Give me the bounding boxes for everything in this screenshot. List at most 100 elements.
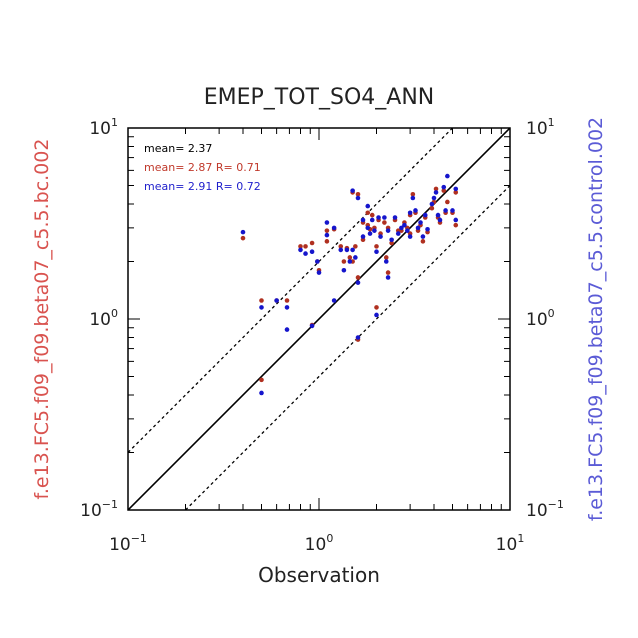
data-point-control bbox=[338, 247, 344, 253]
data-point-control bbox=[353, 255, 358, 260]
data-point-bc bbox=[429, 205, 435, 211]
y-axis-label-right: f.e13.FC5.f09_f09.beta07_c5.5.control.00… bbox=[585, 117, 607, 521]
data-point-bc bbox=[347, 255, 353, 260]
data-point-control bbox=[402, 222, 407, 228]
data-point-bc bbox=[383, 255, 389, 260]
reference-line-1-to-1 bbox=[127, 127, 511, 511]
data-point-bc bbox=[453, 190, 459, 195]
data-point-control bbox=[344, 247, 350, 253]
data-point-control bbox=[240, 229, 246, 235]
data-point-bc bbox=[389, 240, 394, 246]
data-point-control bbox=[382, 215, 387, 220]
data-point-control bbox=[324, 232, 330, 238]
data-point-control bbox=[413, 208, 418, 213]
chart-title: EMEP_TOT_SO4_ANN bbox=[204, 85, 434, 110]
data-point-bc bbox=[382, 220, 387, 225]
data-point-bc bbox=[341, 259, 347, 264]
data-point-bc bbox=[324, 239, 330, 244]
data-point-control bbox=[284, 305, 290, 310]
data-point-bc bbox=[374, 305, 379, 310]
data-point-bc bbox=[284, 298, 290, 303]
data-point-bc bbox=[355, 275, 361, 280]
data-point-control bbox=[350, 188, 355, 193]
data-point-control bbox=[385, 228, 391, 233]
reference-line-2-to-1 bbox=[127, 127, 453, 453]
data-point-bc bbox=[365, 210, 371, 216]
y-tick-label-left: 100 bbox=[89, 307, 118, 330]
data-point-control bbox=[435, 212, 441, 218]
data-point-control bbox=[259, 305, 264, 310]
y-tick-label-right: 101 bbox=[526, 116, 555, 139]
x-tick-label: 100 bbox=[305, 532, 334, 555]
data-point-bc bbox=[441, 188, 447, 193]
data-point-bc bbox=[385, 270, 391, 275]
data-point-control bbox=[383, 259, 389, 264]
data-point-control bbox=[422, 212, 428, 218]
data-point-control bbox=[431, 195, 437, 201]
y-tick-label-right: 10−1 bbox=[526, 498, 564, 521]
data-point-control bbox=[355, 335, 361, 340]
stat-line-bc: mean= 2.87 R= 0.71 bbox=[144, 161, 261, 174]
data-point-control bbox=[415, 225, 421, 231]
data-point-control bbox=[376, 215, 381, 220]
data-point-bc bbox=[353, 244, 358, 249]
data-point-control bbox=[429, 201, 435, 207]
data-point-control bbox=[418, 220, 423, 225]
data-point-bc bbox=[355, 191, 361, 197]
data-point-bc bbox=[410, 191, 416, 197]
data-point-control bbox=[355, 280, 361, 285]
data-point-control bbox=[331, 298, 337, 303]
y-axis-label-left: f.e13.FC5.f09_f09.beta07_c5.5.bc.002 bbox=[31, 139, 53, 500]
data-point-control bbox=[309, 249, 315, 255]
data-point-control bbox=[324, 220, 330, 225]
data-point-control bbox=[360, 217, 366, 223]
data-point-control bbox=[316, 270, 322, 275]
data-point-bc bbox=[420, 239, 426, 244]
data-point-bc bbox=[298, 244, 303, 249]
data-point-control bbox=[453, 217, 459, 223]
data-point-control bbox=[360, 234, 366, 239]
data-point-control bbox=[392, 215, 398, 220]
data-point-control bbox=[374, 312, 379, 318]
data-point-control bbox=[309, 323, 315, 329]
data-point-bc bbox=[445, 199, 450, 205]
data-point-control bbox=[365, 203, 371, 209]
data-point-control bbox=[410, 195, 416, 201]
data-point-control bbox=[315, 259, 320, 264]
data-point-control bbox=[395, 231, 401, 236]
data-point-bc bbox=[369, 212, 375, 218]
data-point-control bbox=[450, 208, 455, 213]
data-point-control bbox=[433, 190, 439, 195]
data-point-control bbox=[367, 231, 373, 236]
data-point-control bbox=[443, 208, 448, 213]
reference-line-1-to-2 bbox=[185, 185, 511, 511]
data-point-control bbox=[399, 225, 404, 231]
data-point-bc bbox=[324, 228, 330, 233]
data-point-control bbox=[350, 247, 355, 253]
y-tick-label-right: 100 bbox=[526, 307, 555, 330]
data-point-control bbox=[303, 251, 308, 256]
data-point-control bbox=[405, 228, 410, 233]
stat-line-control: mean= 2.91 R= 0.72 bbox=[144, 180, 261, 193]
data-point-bc bbox=[338, 244, 344, 249]
y-tick-label-left: 101 bbox=[89, 116, 118, 139]
data-point-control bbox=[331, 225, 337, 231]
data-point-bc bbox=[240, 235, 246, 241]
data-point-bc bbox=[303, 244, 308, 249]
stat-line-observation: mean= 2.37 bbox=[144, 142, 212, 155]
data-point-bc bbox=[259, 377, 264, 383]
data-point-bc bbox=[433, 186, 439, 192]
data-point-control bbox=[445, 173, 450, 179]
data-point-control bbox=[407, 234, 413, 239]
data-point-control bbox=[385, 275, 391, 280]
x-axis-label: Observation bbox=[258, 563, 380, 587]
data-point-control bbox=[369, 217, 375, 223]
axis-ticks bbox=[127, 128, 510, 511]
data-point-control bbox=[372, 228, 377, 233]
data-point-control bbox=[420, 234, 426, 239]
data-point-control bbox=[425, 226, 430, 232]
data-point-control bbox=[341, 267, 347, 273]
data-point-control bbox=[284, 327, 290, 332]
data-point-control bbox=[389, 237, 394, 243]
